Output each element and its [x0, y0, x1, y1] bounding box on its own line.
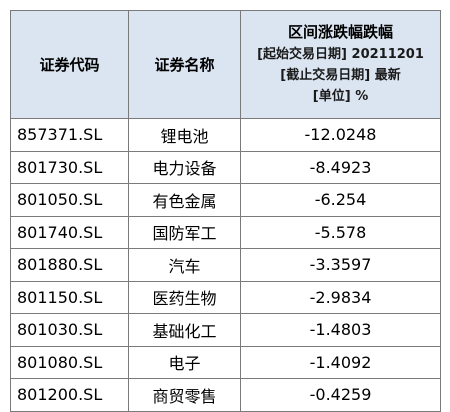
cell-value: -3.3597	[240, 248, 441, 282]
cell-value: -0.4259	[240, 378, 441, 412]
header-metric-title: 区间涨跌幅跌幅	[287, 23, 393, 41]
header-unit: [单位] %	[312, 89, 369, 104]
table-row: 801080.SL 电子 -1.4092	[10, 345, 441, 379]
cell-name: 汽车	[128, 248, 241, 282]
cell-code: 801740.SL	[10, 215, 129, 249]
cell-code: 801200.SL	[10, 378, 129, 412]
cell-name: 电力设备	[128, 150, 241, 184]
cell-name: 医药生物	[128, 280, 241, 314]
cell-code: 801150.SL	[10, 280, 129, 314]
table-row: 857371.SL 锂电池 -12.0248	[10, 118, 441, 152]
table-row: 801050.SL 有色金属 -6.254	[10, 183, 441, 217]
cell-code: 857371.SL	[10, 118, 129, 152]
cell-code: 801030.SL	[10, 313, 129, 347]
returns-table: 证券代码 证券名称 区间涨跌幅跌幅 [起始交易日期] 20211201 [截止交…	[10, 10, 441, 412]
cell-name: 有色金属	[128, 183, 241, 217]
cell-code: 801880.SL	[10, 248, 129, 282]
cell-value: -6.254	[240, 183, 441, 217]
cell-value: -1.4092	[240, 345, 441, 379]
cell-name: 电子	[128, 345, 241, 379]
cell-value: -8.4923	[240, 150, 441, 184]
cell-name: 锂电池	[128, 118, 241, 152]
table-row: 801730.SL 电力设备 -8.4923	[10, 150, 441, 184]
cell-name: 商贸零售	[128, 378, 241, 412]
header-end-date: [截止交易日期] 最新	[280, 68, 401, 83]
table-row: 801200.SL 商贸零售 -0.4259	[10, 378, 441, 412]
cell-code: 801730.SL	[10, 150, 129, 184]
table-body: 857371.SL 锂电池 -12.0248 801730.SL 电力设备 -8…	[10, 118, 441, 412]
cell-name: 基础化工	[128, 313, 241, 347]
header-code: 证券代码	[10, 10, 129, 119]
cell-value: -2.9834	[240, 280, 441, 314]
table-row: 801150.SL 医药生物 -2.9834	[10, 280, 441, 314]
table-row: 801740.SL 国防军工 -5.578	[10, 215, 441, 249]
cell-code: 801080.SL	[10, 345, 129, 379]
cell-value: -12.0248	[240, 118, 441, 152]
header-name: 证券名称	[128, 10, 241, 119]
cell-name: 国防军工	[128, 215, 241, 249]
header-metric: 区间涨跌幅跌幅 [起始交易日期] 20211201 [截止交易日期] 最新 [单…	[240, 10, 441, 119]
header-start-date: [起始交易日期] 20211201	[257, 47, 424, 62]
table-header: 证券代码 证券名称 区间涨跌幅跌幅 [起始交易日期] 20211201 [截止交…	[10, 10, 441, 119]
cell-code: 801050.SL	[10, 183, 129, 217]
table-row: 801030.SL 基础化工 -1.4803	[10, 313, 441, 347]
table-row: 801880.SL 汽车 -3.3597	[10, 248, 441, 282]
cell-value: -5.578	[240, 215, 441, 249]
screenshot: 证券代码 证券名称 区间涨跌幅跌幅 [起始交易日期] 20211201 [截止交…	[10, 10, 441, 412]
cell-value: -1.4803	[240, 313, 441, 347]
